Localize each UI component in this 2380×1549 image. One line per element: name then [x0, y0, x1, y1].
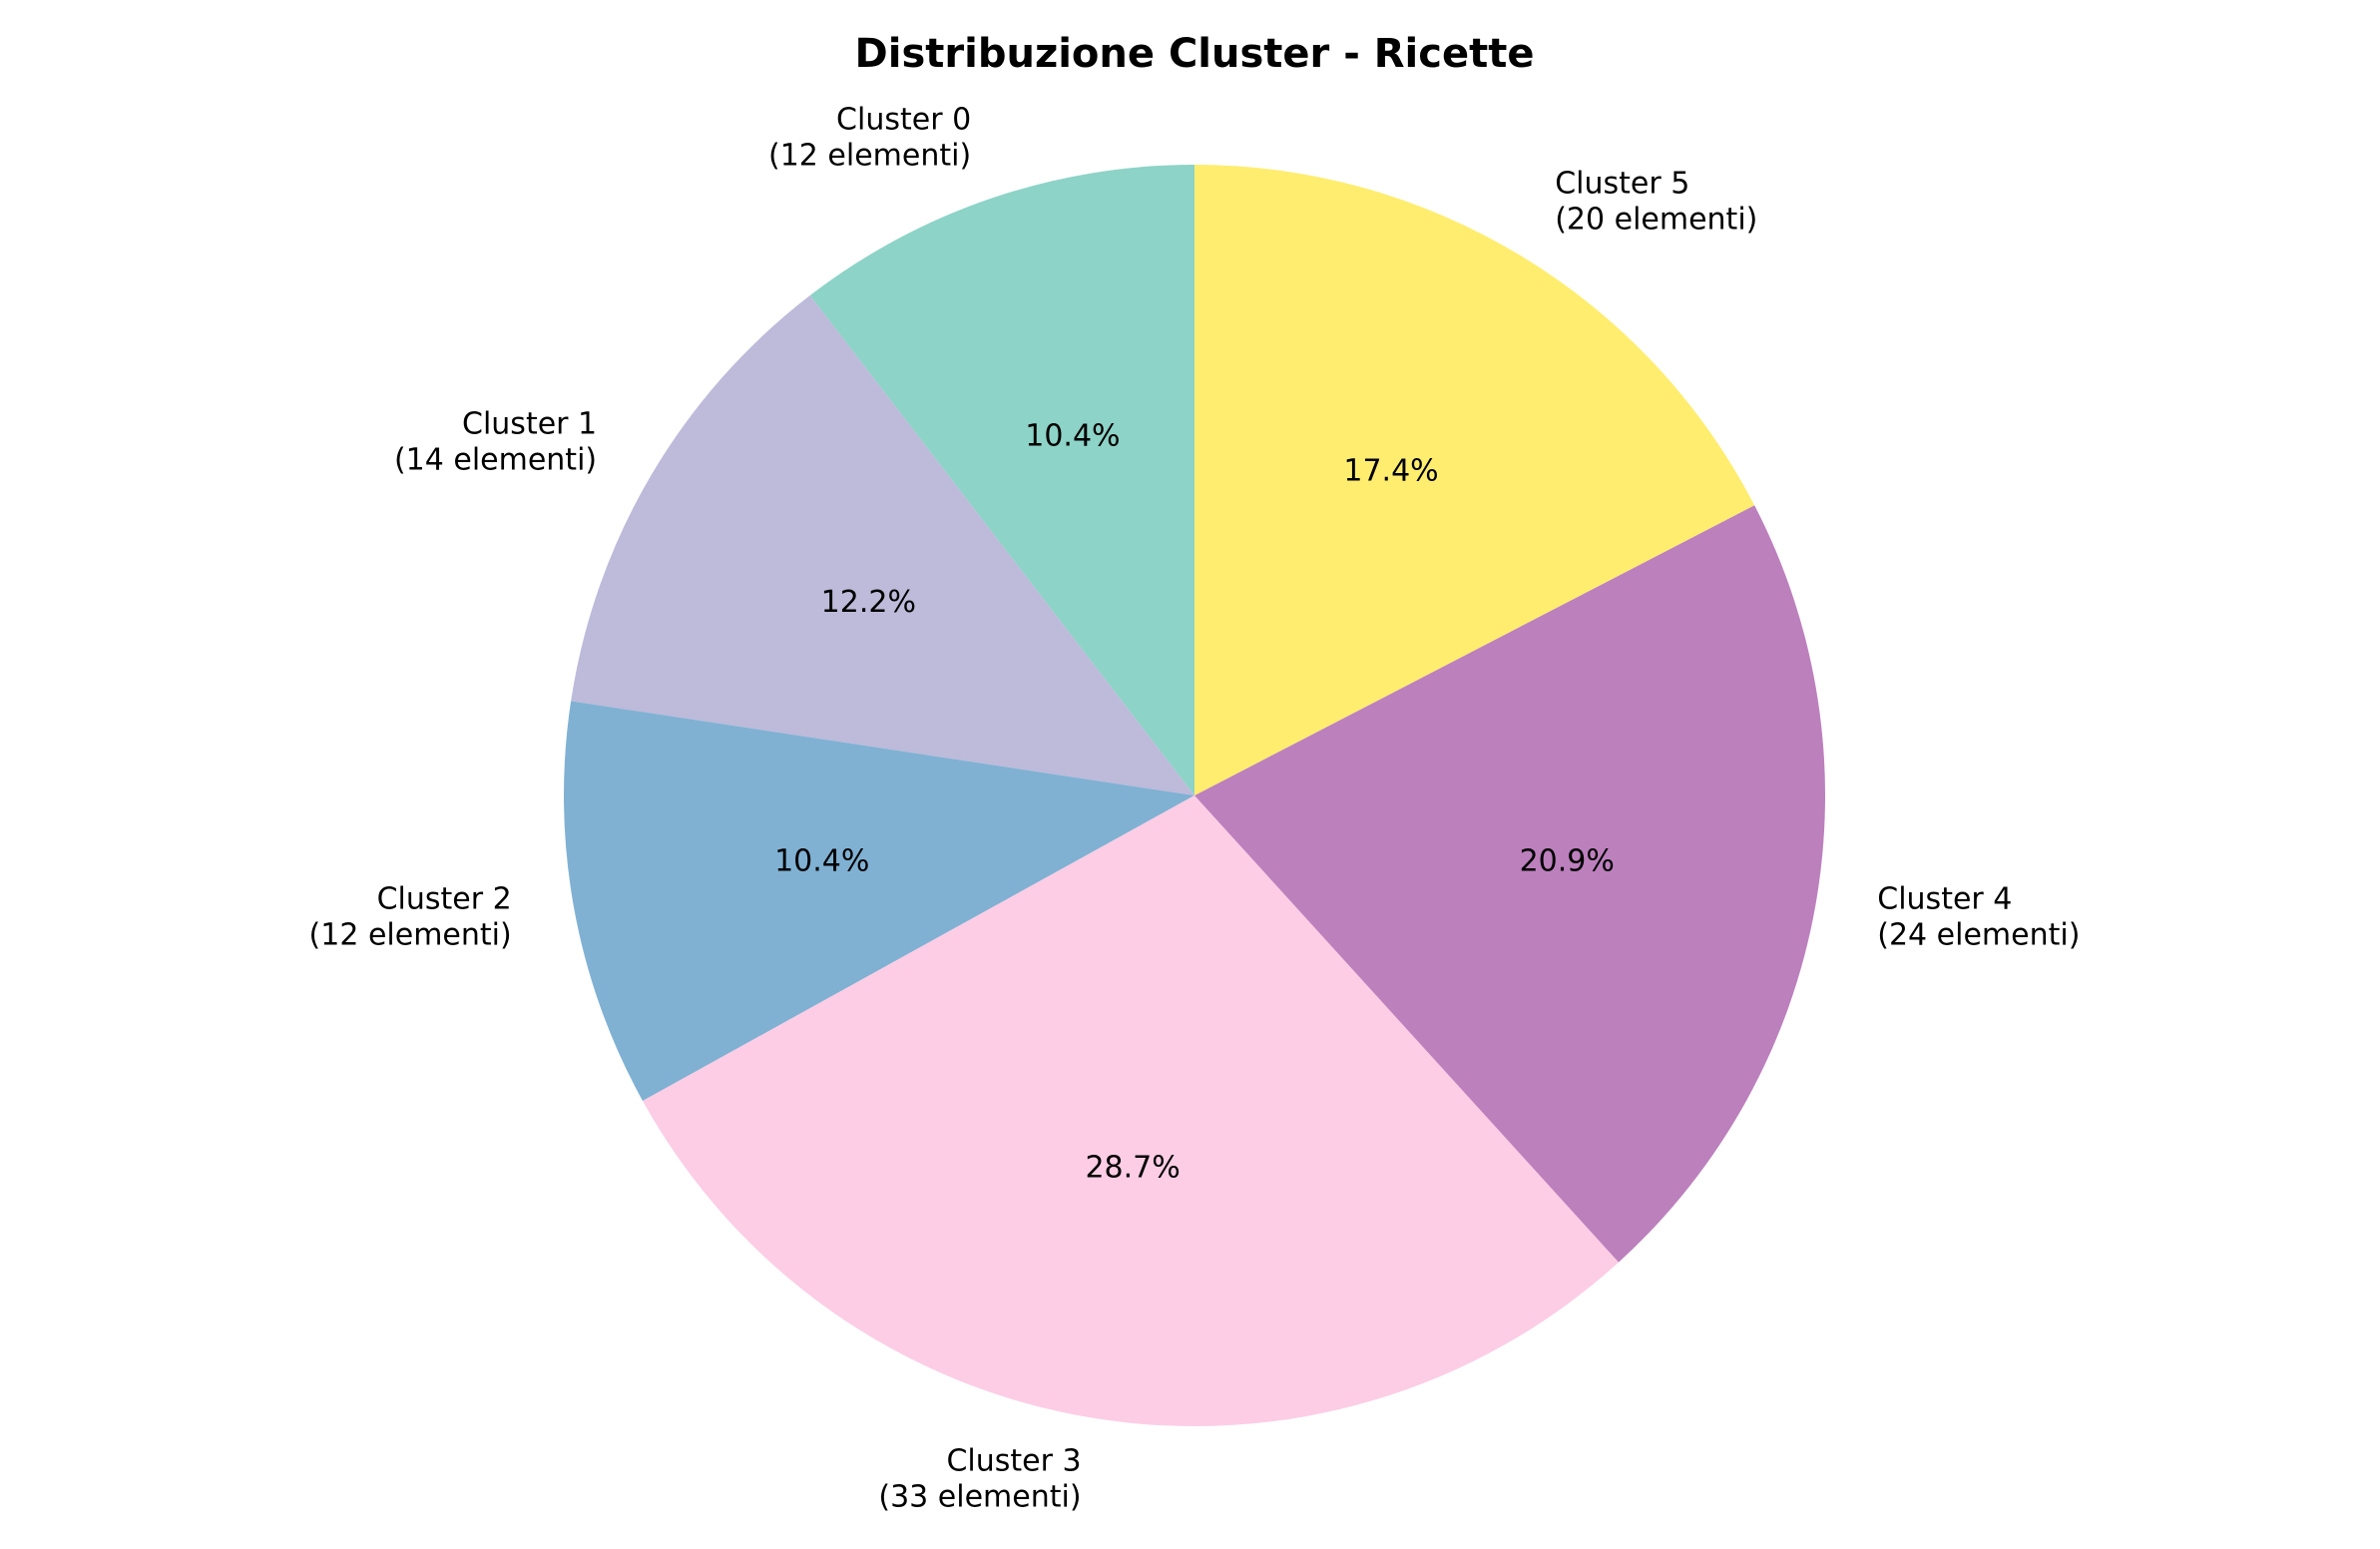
slice-label-line: Cluster 5: [1555, 167, 1689, 202]
slice-label-cluster-2: Cluster 2 (12 elementi): [309, 881, 512, 952]
slice-label-cluster-4: Cluster 4 (24 elementi): [1877, 881, 2080, 952]
slice-labels: Cluster 0 (12 elementi)Cluster 1 (14 eleme…: [309, 102, 2081, 1514]
pie-slice-cluster-4: [1194, 505, 1825, 1263]
pct-label-cluster-2: 10.4%: [774, 843, 869, 878]
pct-label-cluster-5: 17.4%: [1343, 454, 1438, 489]
slice-label-line: (20 elementi): [1555, 203, 1757, 238]
slice-label-line: (14 elementi): [394, 442, 597, 477]
pie-slice-cluster-0: [809, 165, 1194, 795]
slice-label-cluster-1: Cluster 1 (14 elementi): [394, 406, 597, 477]
pie-slice-cluster-3: [643, 795, 1620, 1426]
pct-label-cluster-4: 20.9%: [1520, 843, 1615, 878]
slice-label-line: Cluster 2: [377, 881, 512, 916]
slice-label-cluster-0: Cluster 0 (12 elementi): [768, 102, 971, 173]
slice-label-line: Cluster 4: [1877, 881, 2012, 916]
chart-title: Distribuzione Cluster - Ricette: [855, 31, 1535, 77]
slice-label-line: Cluster 3: [946, 1443, 1081, 1478]
slice-label-line: (12 elementi): [309, 917, 512, 952]
pie-slice-cluster-1: [571, 295, 1194, 795]
pct-label-cluster-0: 10.4%: [1025, 418, 1120, 453]
percentage-labels: 10.4% 12.2% 10.4% 28.7% 20.9% 17.4%: [774, 418, 1615, 1185]
slice-label-cluster-5: Cluster 5 (20 elementi): [1555, 167, 1757, 238]
slice-label-line: (33 elementi): [878, 1479, 1081, 1514]
slice-label-line: Cluster 0: [836, 102, 971, 137]
pct-label-cluster-1: 12.2%: [821, 585, 916, 620]
pct-label-cluster-3: 28.7%: [1085, 1151, 1180, 1186]
pie-slices: [563, 165, 1825, 1426]
slice-label-line: (24 elementi): [1877, 917, 2080, 952]
slice-label-line: Cluster 1: [462, 406, 597, 441]
slice-label-cluster-3: Cluster 3 (33 elementi): [878, 1443, 1081, 1514]
pie-slice-cluster-5: [1194, 165, 1755, 795]
pie-slice-cluster-2: [563, 701, 1194, 1101]
slice-label-line: (12 elementi): [768, 138, 971, 173]
